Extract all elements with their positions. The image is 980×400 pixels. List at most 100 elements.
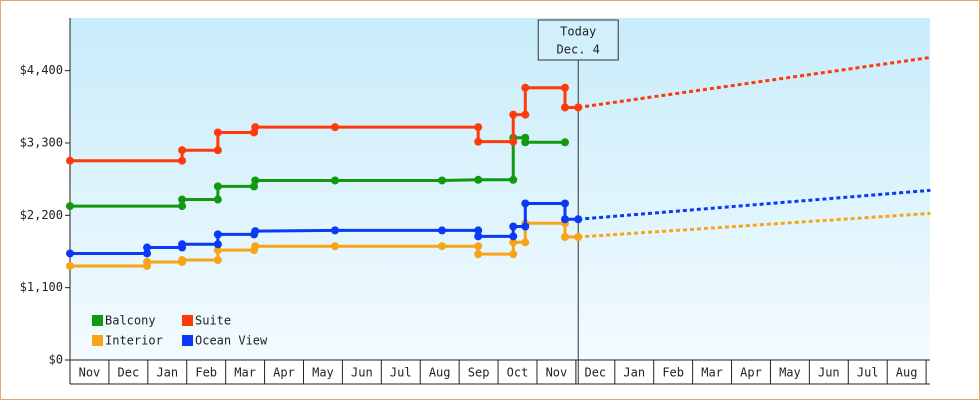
price-point xyxy=(521,238,530,247)
x-tick-label: Feb xyxy=(662,366,684,380)
price-point xyxy=(178,240,187,249)
price-point xyxy=(509,175,518,184)
price-point xyxy=(66,249,74,258)
price-point xyxy=(521,199,530,208)
x-tick-label: Nov xyxy=(79,366,101,380)
legend-swatch xyxy=(92,335,103,346)
price-point xyxy=(251,227,260,236)
price-point xyxy=(560,138,569,147)
price-point xyxy=(521,83,530,92)
price-point xyxy=(331,242,340,251)
x-tick-label: May xyxy=(312,366,334,380)
x-tick-label: Aug xyxy=(429,366,451,380)
price-point xyxy=(474,226,483,235)
price-point xyxy=(213,195,222,204)
x-tick-label: Apr xyxy=(273,366,295,380)
price-point xyxy=(331,176,340,185)
price-point xyxy=(574,233,583,242)
x-tick-label: Feb xyxy=(195,366,217,380)
forecast-line xyxy=(578,211,931,239)
today-box xyxy=(537,19,619,61)
price-point xyxy=(474,250,483,259)
price-point xyxy=(250,182,259,191)
y-tick-label: $4,400 xyxy=(20,63,63,77)
price-point xyxy=(560,103,569,112)
x-tick-label: Aug xyxy=(896,366,918,380)
price-point xyxy=(521,222,530,231)
price-point xyxy=(438,226,447,235)
plot-background xyxy=(70,18,930,360)
x-tick-label: Jun xyxy=(818,366,840,380)
price-point xyxy=(560,199,569,208)
price-point xyxy=(66,156,74,165)
price-point xyxy=(574,103,583,112)
y-tick-label: $0 xyxy=(49,353,63,367)
price-point xyxy=(474,123,483,132)
price-point xyxy=(213,246,222,255)
price-point xyxy=(474,175,483,184)
x-tick-label: Mar xyxy=(701,366,723,380)
legend-swatch xyxy=(182,335,193,346)
price-point xyxy=(509,222,518,231)
price-point xyxy=(66,202,74,211)
price-point xyxy=(560,83,569,92)
price-point xyxy=(331,123,340,132)
price-point xyxy=(213,146,222,155)
price-point xyxy=(474,242,483,251)
x-tick-label: Jan xyxy=(156,366,178,380)
legend-label: Balcony xyxy=(105,314,156,328)
price-point xyxy=(143,249,152,258)
price-point xyxy=(213,182,222,191)
price-point xyxy=(438,176,447,185)
price-point xyxy=(474,232,483,241)
forecast-line xyxy=(578,188,931,221)
x-tick-label: Sep xyxy=(468,366,490,380)
price-point xyxy=(213,240,222,249)
today-label: Dec. 4 xyxy=(557,43,600,57)
legend-swatch xyxy=(182,315,193,326)
x-tick-label: Dec xyxy=(118,366,140,380)
price-point xyxy=(66,261,74,270)
y-tick-label: $2,200 xyxy=(20,208,63,222)
price-point xyxy=(251,123,260,132)
price-point xyxy=(178,202,187,211)
x-tick-label: Jul xyxy=(390,366,412,380)
x-tick-label: Jan xyxy=(623,366,645,380)
price-point xyxy=(574,215,583,224)
x-tick-label: Oct xyxy=(507,366,529,380)
price-point xyxy=(213,256,222,265)
price-point xyxy=(251,176,260,185)
y-tick-label: $3,300 xyxy=(20,135,63,149)
price-point xyxy=(509,238,518,247)
price-point xyxy=(251,242,260,251)
price-point xyxy=(474,137,483,146)
legend-label: Suite xyxy=(195,314,231,328)
x-tick-label: Jul xyxy=(857,366,879,380)
price-point xyxy=(509,232,518,241)
x-tick-label: Mar xyxy=(234,366,256,380)
today-label: Today xyxy=(560,25,596,39)
price-point xyxy=(143,258,152,267)
legend-label: Ocean View xyxy=(195,334,268,348)
price-point xyxy=(213,230,222,239)
price-point xyxy=(509,110,518,119)
price-point xyxy=(521,110,530,119)
price-point xyxy=(509,250,518,259)
price-point xyxy=(560,215,569,224)
price-point xyxy=(178,195,187,204)
price-point xyxy=(509,137,518,146)
price-point xyxy=(143,243,152,252)
x-tick-label: Jun xyxy=(351,366,373,380)
price-point xyxy=(178,156,187,165)
price-point xyxy=(521,138,530,147)
x-tick-label: Apr xyxy=(740,366,762,380)
y-tick-label: $1,100 xyxy=(20,280,63,294)
price-point xyxy=(438,242,447,251)
legend-swatch xyxy=(92,315,103,326)
forecast-line xyxy=(578,55,931,109)
legend-label: Interior xyxy=(105,334,163,348)
price-point xyxy=(560,233,569,242)
price-point xyxy=(178,146,187,155)
price-point xyxy=(331,226,340,235)
